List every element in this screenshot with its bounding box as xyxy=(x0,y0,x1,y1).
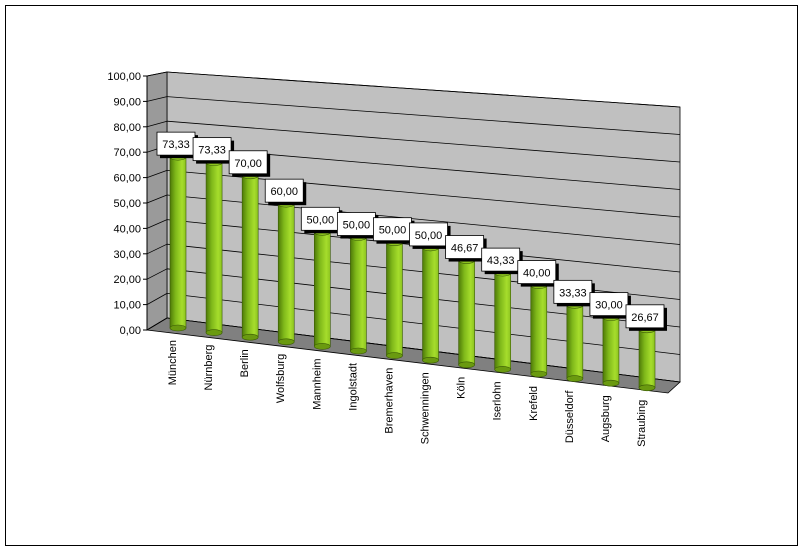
grid-line xyxy=(146,268,168,280)
bar-base xyxy=(169,324,187,332)
x-tick-label: München xyxy=(167,340,179,385)
y-tick-label: 20,00 xyxy=(113,274,141,286)
x-tick-label: Iserlohn xyxy=(492,381,504,420)
value-label: 46,67 xyxy=(451,243,479,255)
value-label: 43,33 xyxy=(487,255,515,267)
bar xyxy=(458,260,475,366)
bar-base xyxy=(241,333,259,341)
x-tick-label: Augsburg xyxy=(600,395,612,442)
bar-base xyxy=(638,384,656,392)
y-tick-label: 10,00 xyxy=(113,300,141,312)
grid-line xyxy=(146,96,168,102)
value-label: 70,00 xyxy=(234,158,262,170)
label-box xyxy=(517,260,557,285)
y-tick-label: 50,00 xyxy=(113,198,141,210)
bar-base xyxy=(350,347,367,355)
value-label: 26,67 xyxy=(631,312,659,324)
bar xyxy=(169,156,187,329)
bar-base xyxy=(458,361,475,369)
value-label: 73,33 xyxy=(162,139,190,151)
label-box xyxy=(264,178,304,203)
y-tick-label: 30,00 xyxy=(113,249,141,261)
bar xyxy=(638,329,656,389)
label-box xyxy=(589,292,629,317)
y-tick-label: 40,00 xyxy=(113,223,141,235)
label-box xyxy=(192,137,232,162)
bar xyxy=(566,305,584,379)
bar xyxy=(241,175,259,338)
y-tick-label: 70,00 xyxy=(113,147,141,159)
y-tick-label: 60,00 xyxy=(113,173,141,185)
grid-line xyxy=(146,293,168,305)
grid-line xyxy=(146,170,168,178)
grid-line xyxy=(146,71,168,77)
grid-line xyxy=(166,120,681,163)
label-box xyxy=(228,150,268,175)
y-tick-label: 90,00 xyxy=(113,96,141,108)
bar xyxy=(350,237,367,352)
x-tick-label: Mannheim xyxy=(311,358,323,409)
bar xyxy=(386,242,403,356)
bar xyxy=(314,232,331,347)
y-tick-label: 80,00 xyxy=(113,122,141,134)
value-label: 30,00 xyxy=(595,300,623,312)
bar xyxy=(494,272,511,370)
bar-base xyxy=(422,356,439,364)
label-box xyxy=(553,279,593,304)
x-tick-label: Nürnberg xyxy=(203,345,215,391)
grid-line xyxy=(146,219,168,229)
x-tick-label: Köln xyxy=(456,377,468,399)
x-tick-label: Straubing xyxy=(636,400,648,447)
value-label: 50,00 xyxy=(415,230,443,242)
x-tick-label: Düsseldorf xyxy=(564,390,576,444)
x-tick-label: Wolfsburg xyxy=(275,354,287,403)
grid-line xyxy=(146,243,168,255)
bar-base xyxy=(386,352,403,359)
y-tick-label: 100,00 xyxy=(107,71,141,83)
value-label: 33,33 xyxy=(559,287,587,299)
label-box xyxy=(409,222,448,247)
label-box xyxy=(445,235,485,259)
x-tick-label: Schwenningen xyxy=(420,372,432,444)
bar-base xyxy=(314,343,331,350)
label-box xyxy=(481,247,521,272)
bar-base xyxy=(530,370,548,378)
x-tick-label: Krefeld xyxy=(528,386,540,421)
bar xyxy=(602,317,620,384)
side-wall xyxy=(146,71,168,331)
bar-base xyxy=(602,379,620,387)
y-tick-label: 0,00 xyxy=(120,325,141,337)
label-box xyxy=(625,304,665,329)
bar-base xyxy=(566,375,584,382)
grid-line xyxy=(166,71,681,108)
grid-line xyxy=(146,194,168,204)
x-tick-label: Ingolstadt xyxy=(347,363,359,411)
bar xyxy=(422,247,439,361)
bar xyxy=(530,285,548,375)
x-tick-label: Berlin xyxy=(239,349,251,377)
value-label: 50,00 xyxy=(343,220,371,232)
x-tick-label: Bremerhaven xyxy=(383,368,395,434)
grid-line xyxy=(166,96,681,135)
value-label: 40,00 xyxy=(523,268,551,280)
bar xyxy=(277,203,295,343)
grid-line xyxy=(146,120,168,128)
bar-base xyxy=(205,329,223,336)
value-label: 73,33 xyxy=(198,145,226,157)
value-label: 50,00 xyxy=(307,214,335,226)
value-label: 50,00 xyxy=(379,225,407,237)
value-label: 60,00 xyxy=(270,186,298,198)
bar xyxy=(205,162,223,333)
bar-base xyxy=(277,338,295,346)
grid-line xyxy=(146,317,168,331)
bar-base xyxy=(494,366,511,373)
